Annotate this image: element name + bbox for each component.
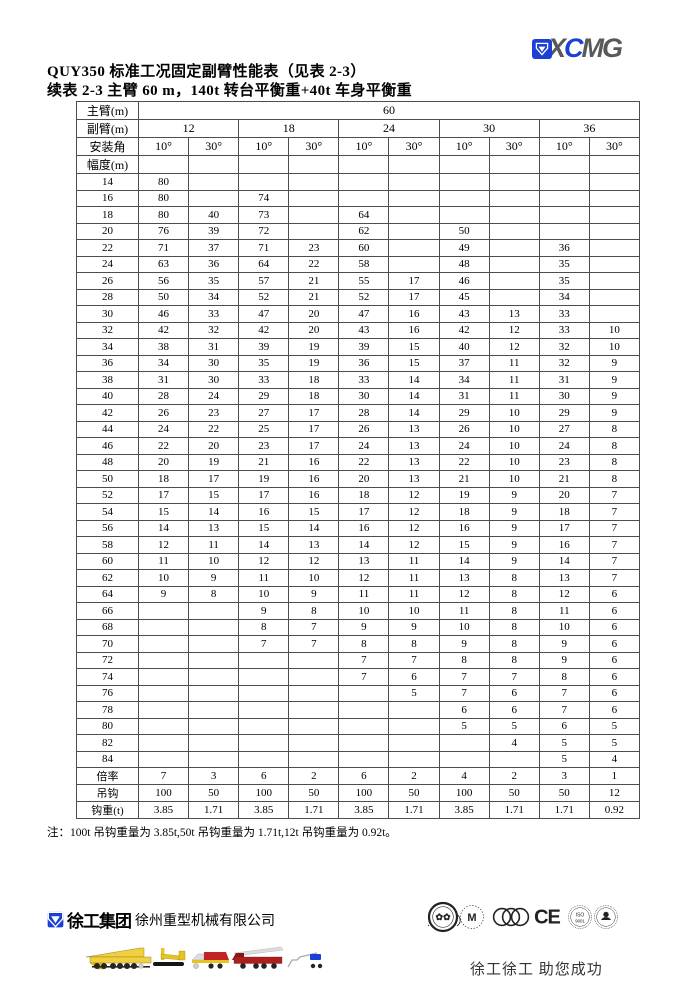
svg-text:✿✿: ✿✿ (435, 912, 451, 922)
svg-text:CE: CE (534, 907, 560, 929)
svg-text:9001: 9001 (575, 919, 585, 924)
svg-text:M: M (467, 912, 476, 924)
